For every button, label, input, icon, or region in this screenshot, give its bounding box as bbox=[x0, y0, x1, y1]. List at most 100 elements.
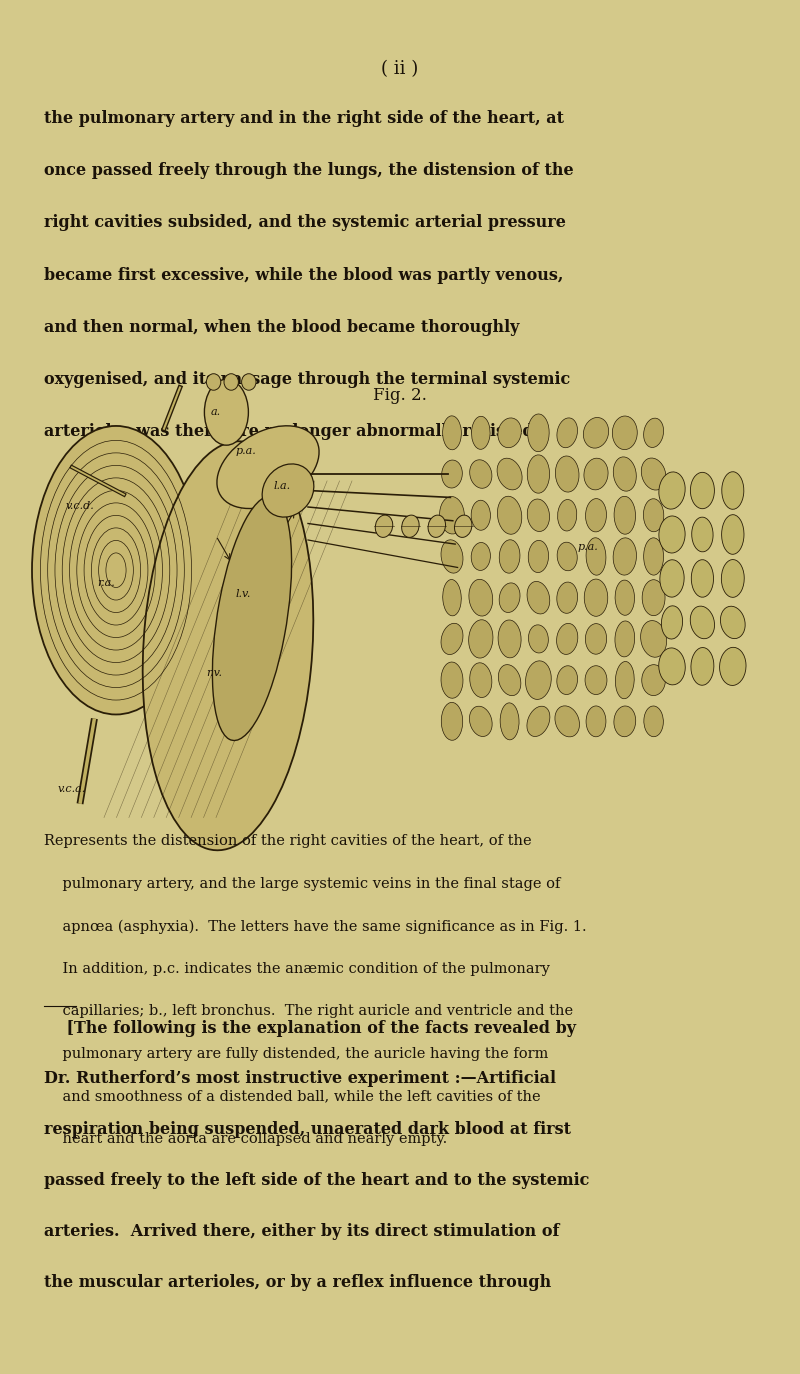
Text: v.c.d.: v.c.d. bbox=[66, 500, 94, 511]
Ellipse shape bbox=[470, 662, 492, 698]
Ellipse shape bbox=[719, 647, 746, 686]
Ellipse shape bbox=[690, 606, 714, 639]
Ellipse shape bbox=[612, 416, 638, 449]
Ellipse shape bbox=[613, 537, 637, 576]
Ellipse shape bbox=[722, 515, 744, 554]
Text: became first excessive, while the blood was partly venous,: became first excessive, while the blood … bbox=[44, 267, 563, 283]
Ellipse shape bbox=[440, 496, 464, 534]
Ellipse shape bbox=[442, 416, 462, 449]
Ellipse shape bbox=[583, 418, 609, 448]
Text: r.a.: r.a. bbox=[98, 577, 115, 588]
Text: passed freely to the left side of the heart and to the systemic: passed freely to the left side of the he… bbox=[44, 1172, 590, 1189]
Ellipse shape bbox=[642, 580, 665, 616]
Text: p.a.: p.a. bbox=[578, 541, 598, 552]
Ellipse shape bbox=[615, 580, 634, 616]
Ellipse shape bbox=[471, 543, 490, 570]
Text: r.v.: r.v. bbox=[206, 668, 222, 679]
Text: Represents the distension of the right cavities of the heart, of the: Represents the distension of the right c… bbox=[44, 834, 532, 848]
Ellipse shape bbox=[658, 649, 686, 684]
Ellipse shape bbox=[498, 665, 521, 695]
Ellipse shape bbox=[471, 500, 490, 530]
Ellipse shape bbox=[375, 515, 393, 537]
Text: right cavities subsided, and the systemic arterial pressure: right cavities subsided, and the systemi… bbox=[44, 214, 566, 231]
Ellipse shape bbox=[557, 543, 578, 570]
Ellipse shape bbox=[441, 662, 463, 698]
Text: arteries.  Arrived there, either by its direct stimulation of: arteries. Arrived there, either by its d… bbox=[44, 1223, 559, 1239]
Text: l.v.: l.v. bbox=[236, 588, 251, 599]
Ellipse shape bbox=[497, 458, 522, 491]
Ellipse shape bbox=[555, 706, 579, 736]
Ellipse shape bbox=[441, 624, 463, 654]
Ellipse shape bbox=[217, 426, 319, 508]
Ellipse shape bbox=[659, 517, 685, 552]
Ellipse shape bbox=[528, 540, 549, 573]
Ellipse shape bbox=[469, 620, 493, 658]
Text: the muscular arterioles, or by a reflex influence through: the muscular arterioles, or by a reflex … bbox=[44, 1274, 551, 1290]
Ellipse shape bbox=[527, 455, 550, 493]
Ellipse shape bbox=[691, 559, 714, 598]
Ellipse shape bbox=[643, 499, 664, 532]
Ellipse shape bbox=[644, 706, 663, 736]
Text: capillaries; b., left bronchus.  The right auricle and ventricle and the: capillaries; b., left bronchus. The righ… bbox=[44, 1004, 573, 1018]
Circle shape bbox=[32, 426, 200, 714]
Text: and then normal, when the blood became thoroughly: and then normal, when the blood became t… bbox=[44, 319, 519, 335]
Text: respiration being suspended, unaerated dark blood at first: respiration being suspended, unaerated d… bbox=[44, 1121, 571, 1138]
Text: heart and the aorta are collapsed and nearly empty.: heart and the aorta are collapsed and ne… bbox=[44, 1132, 447, 1146]
Ellipse shape bbox=[142, 441, 314, 851]
Ellipse shape bbox=[644, 537, 663, 576]
Ellipse shape bbox=[722, 559, 744, 598]
Ellipse shape bbox=[454, 515, 472, 537]
Ellipse shape bbox=[526, 661, 551, 699]
Ellipse shape bbox=[586, 499, 606, 532]
Ellipse shape bbox=[206, 374, 221, 390]
Ellipse shape bbox=[470, 460, 492, 488]
Ellipse shape bbox=[614, 496, 635, 534]
Ellipse shape bbox=[644, 418, 663, 448]
Ellipse shape bbox=[442, 580, 462, 616]
Ellipse shape bbox=[470, 706, 492, 736]
Ellipse shape bbox=[721, 606, 745, 639]
Text: [The following is the explanation of the facts revealed by: [The following is the explanation of the… bbox=[44, 1020, 576, 1036]
Ellipse shape bbox=[469, 580, 493, 616]
Text: and smoothness of a distended ball, while the left cavities of the: and smoothness of a distended ball, whil… bbox=[44, 1090, 541, 1103]
Ellipse shape bbox=[615, 621, 634, 657]
Text: In addition, p.c. indicates the anæmic condition of the pulmonary: In addition, p.c. indicates the anæmic c… bbox=[44, 962, 550, 976]
Ellipse shape bbox=[442, 460, 462, 488]
Ellipse shape bbox=[527, 706, 550, 736]
Ellipse shape bbox=[428, 515, 446, 537]
Ellipse shape bbox=[498, 496, 522, 534]
Ellipse shape bbox=[586, 624, 606, 654]
Ellipse shape bbox=[659, 471, 685, 510]
Ellipse shape bbox=[558, 500, 577, 530]
Ellipse shape bbox=[642, 665, 666, 695]
Ellipse shape bbox=[584, 578, 608, 617]
Ellipse shape bbox=[402, 515, 419, 537]
Ellipse shape bbox=[662, 606, 682, 639]
Text: once passed freely through the lungs, the distension of the: once passed freely through the lungs, th… bbox=[44, 162, 574, 179]
Ellipse shape bbox=[498, 418, 522, 448]
Ellipse shape bbox=[614, 706, 636, 736]
Text: a.: a. bbox=[210, 407, 221, 418]
Ellipse shape bbox=[555, 456, 579, 492]
Ellipse shape bbox=[641, 621, 666, 657]
Ellipse shape bbox=[529, 625, 548, 653]
Ellipse shape bbox=[660, 559, 684, 598]
Ellipse shape bbox=[528, 414, 549, 452]
Ellipse shape bbox=[204, 379, 248, 445]
Ellipse shape bbox=[586, 706, 606, 736]
Ellipse shape bbox=[471, 416, 490, 449]
Ellipse shape bbox=[498, 620, 521, 658]
Ellipse shape bbox=[442, 702, 462, 741]
Ellipse shape bbox=[557, 418, 578, 448]
Ellipse shape bbox=[642, 458, 666, 491]
Ellipse shape bbox=[527, 499, 550, 532]
Text: Dr. Rutherford’s most instructive experiment :—Artificial: Dr. Rutherford’s most instructive experi… bbox=[44, 1070, 556, 1087]
Ellipse shape bbox=[692, 517, 713, 552]
Ellipse shape bbox=[691, 647, 714, 686]
Text: p.a.: p.a. bbox=[236, 445, 257, 456]
Ellipse shape bbox=[499, 540, 520, 573]
Text: arterioles was therefore no longer abnormally resisted.: arterioles was therefore no longer abnor… bbox=[44, 423, 539, 440]
Text: the pulmonary artery and in the right side of the heart, at: the pulmonary artery and in the right si… bbox=[44, 110, 564, 126]
Ellipse shape bbox=[500, 703, 519, 739]
Ellipse shape bbox=[557, 624, 578, 654]
